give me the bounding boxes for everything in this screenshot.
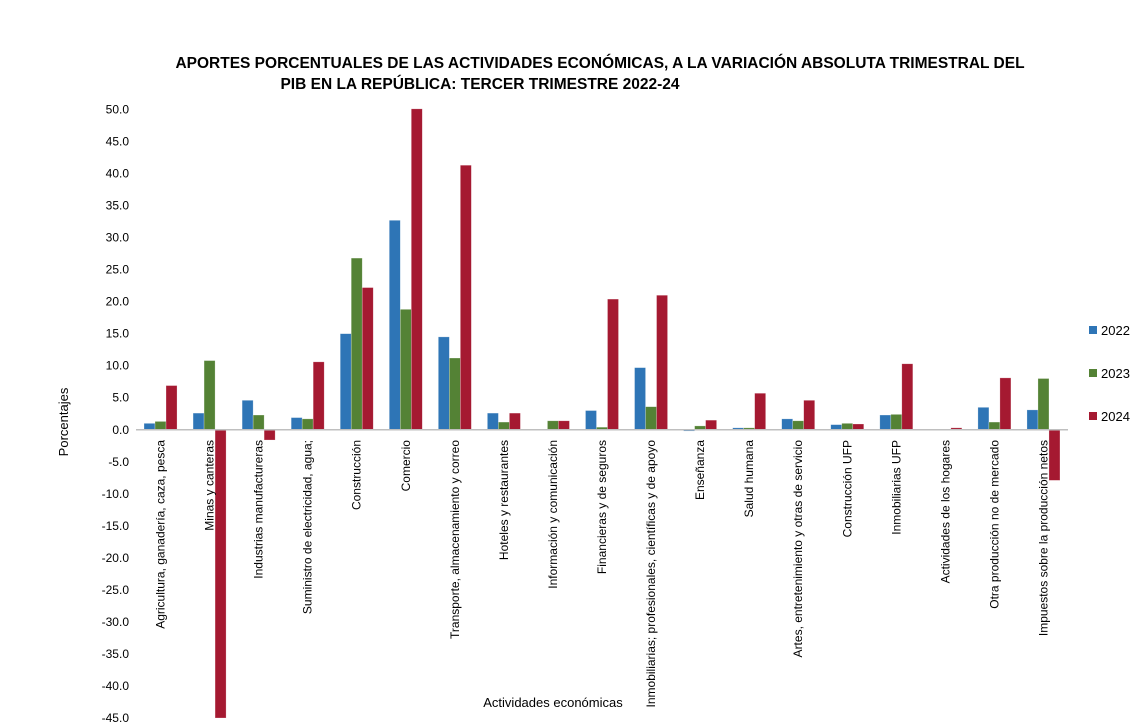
bar-2023-2 (252, 414, 265, 431)
bar-2024-0 (165, 385, 178, 431)
y-tick-label: -20.0 (102, 551, 130, 565)
bar-2024-11 (705, 419, 717, 431)
y-tick-label: 25.0 (106, 263, 130, 277)
category-label: Impuestos sobre la producción netos (1036, 440, 1050, 636)
category-label: Construcción UFP (840, 440, 854, 537)
category-label: Construcción (350, 440, 364, 510)
bar-2023-15 (890, 414, 903, 431)
y-tick-label: 50.0 (106, 103, 130, 117)
bar-2024-6 (460, 164, 472, 431)
bar-2023-0 (154, 421, 167, 431)
category-label: Salud humana (742, 440, 756, 518)
category-label: Financieras y de seguros (595, 440, 609, 574)
category-label: Artes, entretenimiento y otras de servic… (791, 440, 805, 658)
category-label: Agricultura, ganadería, caza, pesca (154, 440, 168, 629)
y-axis-title: Porcentajes (56, 387, 71, 456)
bar-2022-7 (487, 412, 499, 431)
legend-label: 2022 (1101, 323, 1130, 338)
bar-2024-5 (410, 108, 423, 431)
category-label: Comercio (399, 440, 413, 492)
category-label: Inmobiliarias UFP (889, 440, 903, 535)
category-label: Suministro de electricidad, agua; (301, 440, 315, 614)
y-tick-label: -30.0 (102, 615, 130, 629)
bar-2022-3 (290, 417, 303, 431)
legend-swatch-2023 (1089, 369, 1097, 377)
x-axis-title: Actividades económicas (483, 695, 623, 710)
bar-2023-18 (1037, 378, 1050, 431)
bar-2024-7 (509, 412, 521, 431)
bar-2023-17 (988, 421, 1001, 431)
bar-2024-17 (999, 377, 1012, 431)
legend-swatch-2022 (1089, 326, 1097, 334)
chart-title-line2: PIB EN LA REPÚBLICA: TERCER TRIMESTRE 20… (280, 75, 679, 93)
bar-2022-10 (634, 367, 646, 431)
bar-2024-9 (607, 298, 619, 431)
bar-2024-18 (1048, 429, 1061, 481)
bar-2024-15 (901, 363, 914, 431)
category-label: Información y comunicación (546, 440, 560, 589)
chart-title: APORTES PORCENTUALES DE LAS ACTIVIDADES … (175, 54, 1024, 72)
bar-2024-14 (852, 423, 865, 431)
bar-2022-17 (977, 407, 990, 431)
bar-2024-2 (263, 429, 276, 441)
category-label: Actividades de los hogares (938, 440, 952, 583)
bar-2023-7 (498, 421, 510, 431)
y-tick-label: -15.0 (102, 519, 130, 533)
category-label: Inmobiliarias; profesionales, científica… (644, 440, 658, 708)
category-label: Enseñanza (693, 440, 707, 500)
category-label: Hoteles y restaurantes (497, 440, 511, 560)
bar-2024-13 (803, 399, 816, 431)
bar-2022-2 (241, 399, 254, 431)
y-tick-label: 45.0 (106, 135, 130, 149)
bar-2023-4 (350, 257, 363, 431)
y-tick-label: 40.0 (106, 167, 130, 181)
category-label: Industrias manufactureras (252, 440, 266, 579)
category-label: Minas y canteras (203, 440, 217, 531)
bar-2022-6 (438, 336, 450, 431)
category-label: Transporte, almacenamiento y correo (448, 440, 462, 639)
bar-2023-10 (645, 406, 657, 431)
bar-2022-1 (192, 412, 205, 431)
legend-swatch-2024 (1089, 412, 1097, 420)
bar-2022-9 (585, 410, 597, 431)
y-tick-label: -10.0 (102, 487, 130, 501)
bar-2023-3 (301, 418, 314, 431)
bar-2023-14 (841, 423, 854, 431)
legend-label: 2023 (1101, 366, 1130, 381)
y-tick-label: -5.0 (108, 455, 129, 469)
bar-2024-8 (558, 420, 570, 431)
bar-2023-1 (203, 360, 216, 431)
bar-2022-15 (879, 414, 892, 431)
bar-2023-13 (792, 420, 805, 431)
y-tick-label: 30.0 (106, 231, 130, 245)
bar-2022-4 (339, 333, 352, 431)
bar-2024-12 (754, 392, 766, 431)
bar-2023-8 (547, 420, 559, 431)
y-tick-label: -40.0 (102, 679, 130, 693)
bar-2023-6 (449, 357, 461, 431)
bar-2023-5 (399, 309, 412, 431)
category-label: Otra producción no de mercado (987, 440, 1001, 609)
bar-2024-10 (656, 294, 668, 431)
y-tick-label: 20.0 (106, 295, 130, 309)
y-tick-label: 15.0 (106, 327, 130, 341)
y-tick-label: -35.0 (102, 647, 130, 661)
y-tick-label: -25.0 (102, 583, 130, 597)
y-tick-label: 10.0 (106, 359, 130, 373)
y-tick-label: 5.0 (112, 391, 129, 405)
bar-2024-1 (214, 429, 227, 719)
legend-label: 2024 (1101, 409, 1130, 424)
bar-2022-5 (388, 220, 401, 431)
bar-2022-14 (830, 424, 843, 431)
bar-2022-18 (1026, 409, 1039, 431)
bar-2024-3 (312, 361, 325, 431)
bar-2024-4 (361, 287, 374, 431)
bar-2022-13 (781, 418, 794, 431)
bar-2022-0 (143, 423, 156, 431)
y-tick-label: 0.0 (112, 423, 129, 437)
y-tick-label: -45.0 (102, 711, 130, 725)
y-tick-label: 35.0 (106, 199, 130, 213)
